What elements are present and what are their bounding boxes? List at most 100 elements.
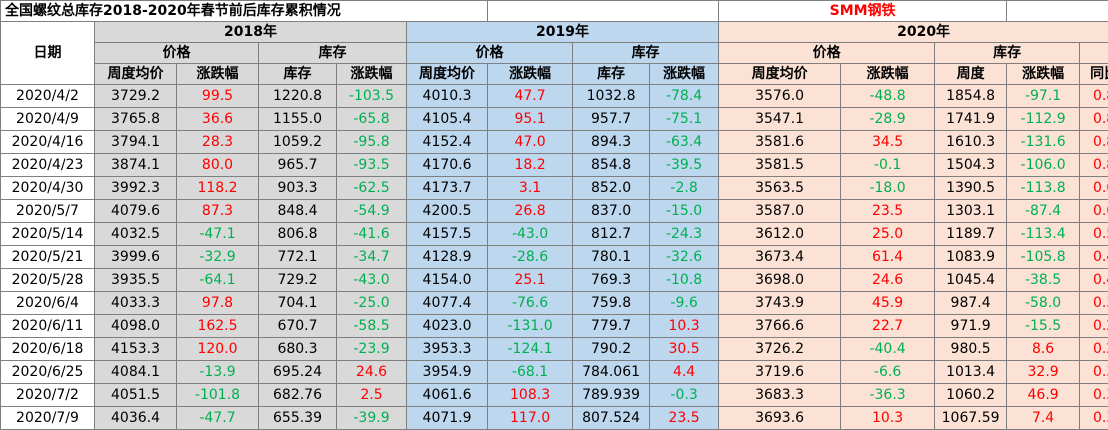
col-header-avg-price-2020: 周度均价	[719, 64, 841, 85]
table-title: 全国螺纹总库存2018-2020年春节前后库存累积情况	[1, 1, 488, 22]
col-header-inventory-change-2020: 涨跌幅	[1007, 64, 1080, 85]
cell-avg-price-2018: 3874.1	[95, 154, 177, 177]
cell-inventory-2019: 784.061	[573, 361, 650, 384]
cell-inventory-2018: 1155.0	[259, 108, 337, 131]
cell-avg-price-2019: 4200.5	[407, 200, 488, 223]
cell-price-change-2019: 47.7	[488, 85, 573, 108]
cell-inventory-2018: 704.1	[259, 292, 337, 315]
cell-avg-price-2019: 3954.9	[407, 361, 488, 384]
cell-yoy-2020: 0.6	[1080, 177, 1108, 200]
year-2020-header: 2020年	[719, 22, 1108, 43]
cell-avg-price-2018: 3794.1	[95, 131, 177, 154]
cell-inventory-change-2019: -39.5	[650, 154, 719, 177]
stock-2019-header: 库存	[573, 43, 719, 64]
cell-avg-price-2018: 3999.6	[95, 246, 177, 269]
col-header-inventory-2019: 库存	[573, 64, 650, 85]
cell-yoy-2020: 0.2	[1080, 315, 1108, 338]
cell-date: 2020/5/28	[1, 269, 95, 292]
cell-price-change-2019: 3.1	[488, 177, 573, 200]
cell-inventory-change-2019: 23.5	[650, 407, 719, 430]
col-header-inventory-change-2018: 涨跌幅	[337, 64, 407, 85]
cell-price-change-2020: 61.4	[841, 246, 935, 269]
cell-price-change-2020: -40.4	[841, 338, 935, 361]
cell-yoy-2020: 0.2	[1080, 338, 1108, 361]
cell-inventory-2019: 769.3	[573, 269, 650, 292]
cell-inventory-2019: 957.7	[573, 108, 650, 131]
cell-inventory-2018: 682.76	[259, 384, 337, 407]
cell-avg-price-2019: 4077.4	[407, 292, 488, 315]
cell-inventory-change-2019: -78.4	[650, 85, 719, 108]
cell-date: 2020/7/9	[1, 407, 95, 430]
cell-inventory-2019: 790.2	[573, 338, 650, 361]
cell-yoy-2020: 0.4	[1080, 269, 1108, 292]
cell-price-change-2020: -48.8	[841, 85, 935, 108]
cell-avg-price-2019: 3953.3	[407, 338, 488, 361]
cell-avg-price-2018: 4051.5	[95, 384, 177, 407]
cell-inventory-2019: 807.524	[573, 407, 650, 430]
cell-inventory-2019: 779.7	[573, 315, 650, 338]
col-header-avg-price-2019: 周度均价	[407, 64, 488, 85]
cell-price-change-2019: 47.0	[488, 131, 573, 154]
cell-avg-price-2018: 4098.0	[95, 315, 177, 338]
cell-weekly-2020: 987.4	[935, 292, 1007, 315]
cell-weekly-2020: 1045.4	[935, 269, 1007, 292]
cell-avg-price-2020: 3563.5	[719, 177, 841, 200]
cell-inventory-change-2018: 24.6	[337, 361, 407, 384]
cell-date: 2020/6/18	[1, 338, 95, 361]
cell-inventory-change-2020: -113.8	[1007, 177, 1080, 200]
cell-inventory-2018: 806.8	[259, 223, 337, 246]
cell-avg-price-2019: 4071.9	[407, 407, 488, 430]
cell-inventory-change-2019: -0.3	[650, 384, 719, 407]
cell-avg-price-2018: 4032.5	[95, 223, 177, 246]
cell-price-change-2018: 80.0	[177, 154, 259, 177]
cell-inventory-2019: 780.1	[573, 246, 650, 269]
cell-date: 2020/5/7	[1, 200, 95, 223]
cell-inventory-2018: 655.39	[259, 407, 337, 430]
cell-price-change-2018: 28.3	[177, 131, 259, 154]
cell-inventory-change-2018: -25.0	[337, 292, 407, 315]
cell-avg-price-2020: 3743.9	[719, 292, 841, 315]
cell-price-change-2020: 24.6	[841, 269, 935, 292]
col-header-inventory-2018: 库存	[259, 64, 337, 85]
cell-yoy-2020: 0.3	[1080, 292, 1108, 315]
cell-weekly-2020: 1060.2	[935, 384, 1007, 407]
cell-date: 2020/4/9	[1, 108, 95, 131]
cell-yoy-2020: 0.3	[1080, 361, 1108, 384]
cell-avg-price-2019: 4023.0	[407, 315, 488, 338]
cell-price-change-2018: 97.8	[177, 292, 259, 315]
cell-inventory-change-2020: -131.6	[1007, 131, 1080, 154]
cell-price-change-2018: -13.9	[177, 361, 259, 384]
cell-price-change-2018: 118.2	[177, 177, 259, 200]
cell-inventory-change-2018: -65.8	[337, 108, 407, 131]
cell-inventory-change-2018: 2.5	[337, 384, 407, 407]
cell-price-change-2018: -47.1	[177, 223, 259, 246]
cell-inventory-2019: 789.939	[573, 384, 650, 407]
title-spacer-right	[1007, 1, 1108, 22]
cell-inventory-change-2019: 30.5	[650, 338, 719, 361]
col-header-avg-price-2018: 周度均价	[95, 64, 177, 85]
cell-date: 2020/4/23	[1, 154, 95, 177]
cell-price-change-2020: 25.0	[841, 223, 935, 246]
cell-date: 2020/4/30	[1, 177, 95, 200]
cell-inventory-change-2019: -63.4	[650, 131, 719, 154]
cell-inventory-change-2019: -24.3	[650, 223, 719, 246]
cell-avg-price-2020: 3581.6	[719, 131, 841, 154]
cell-avg-price-2020: 3576.0	[719, 85, 841, 108]
cell-price-change-2018: 87.3	[177, 200, 259, 223]
cell-inventory-change-2020: 46.9	[1007, 384, 1080, 407]
title-spacer	[488, 1, 719, 22]
cell-avg-price-2020: 3719.6	[719, 361, 841, 384]
cell-inventory-change-2019: -10.8	[650, 269, 719, 292]
cell-price-change-2019: -76.6	[488, 292, 573, 315]
group-row: 价格 库存 价格 库存 价格 库存	[1, 43, 1108, 64]
cell-inventory-change-2018: -34.7	[337, 246, 407, 269]
cell-weekly-2020: 1610.3	[935, 131, 1007, 154]
cell-price-change-2018: -47.7	[177, 407, 259, 430]
cell-inventory-2019: 837.0	[573, 200, 650, 223]
